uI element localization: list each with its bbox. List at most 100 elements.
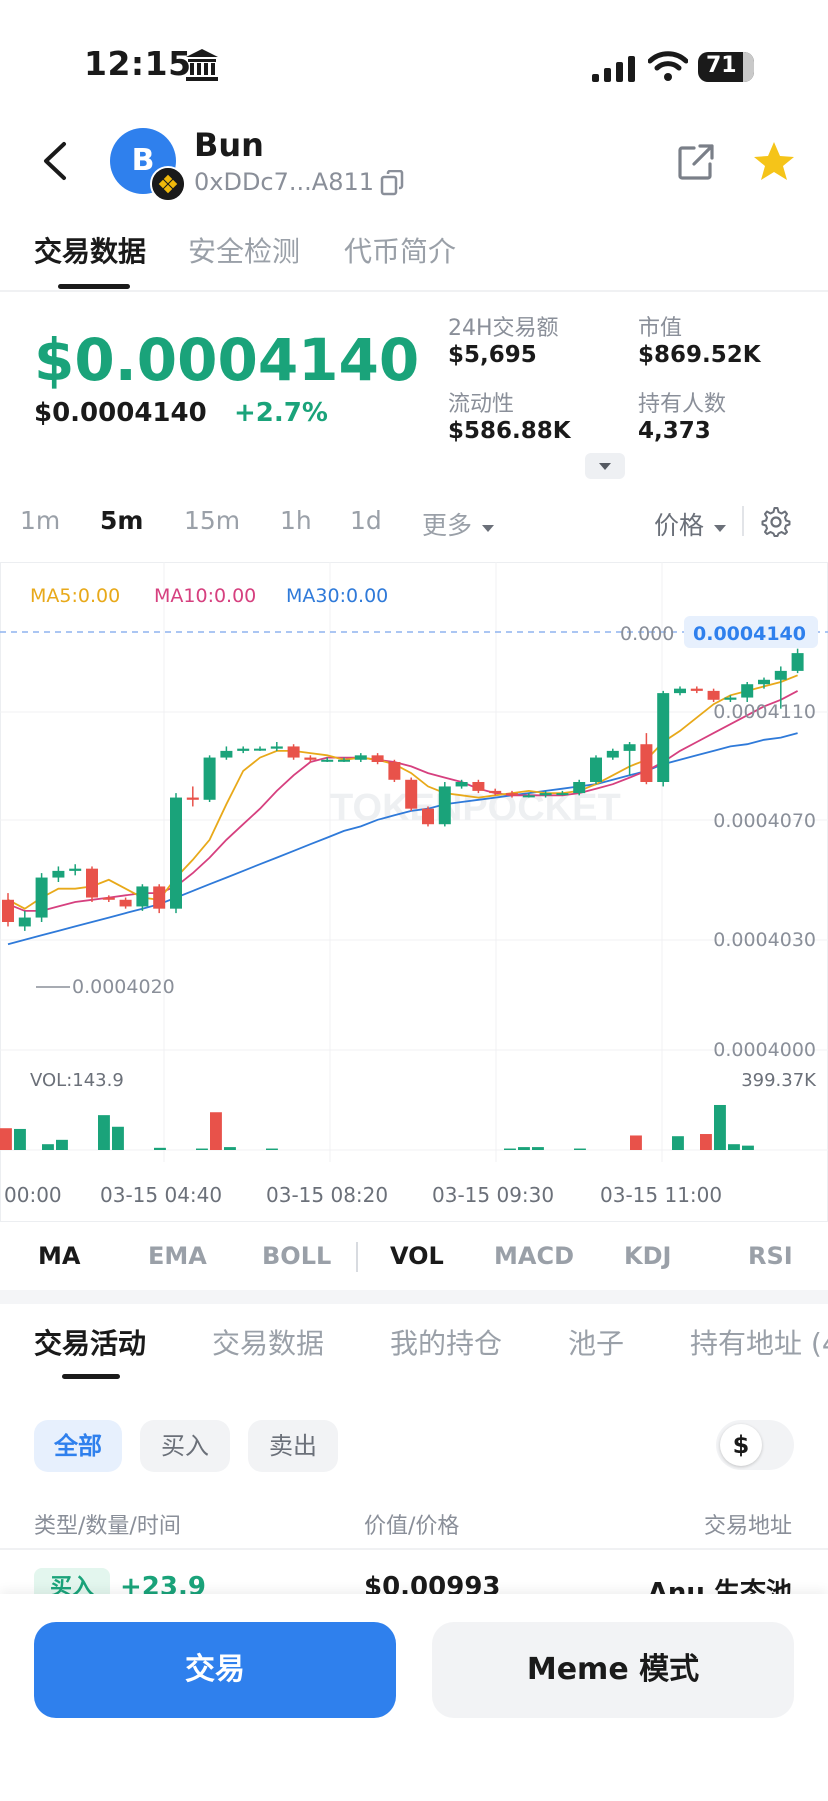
candle-body <box>758 679 770 685</box>
stat-value-volume: $5,695 <box>448 342 537 368</box>
stat-label-holders: 持有人数 <box>638 392 727 417</box>
tab-security-check[interactable]: 安全检测 <box>188 235 301 268</box>
volume-bar <box>42 1144 54 1150</box>
candle-body <box>153 886 166 909</box>
tab-pools[interactable]: 池子 <box>568 1327 625 1360</box>
volume-bar <box>14 1128 26 1150</box>
volume-bar <box>714 1104 726 1150</box>
candle-body <box>707 690 720 700</box>
indicator-boll[interactable]: BOLL <box>262 1242 332 1270</box>
candle-body <box>455 782 468 787</box>
current-price-tag-bg <box>684 616 818 648</box>
timeframe-1h[interactable]: 1h <box>280 506 312 535</box>
gear-icon[interactable] <box>760 506 792 538</box>
candle-body <box>136 886 149 907</box>
current-price-left-label: 0.000 <box>620 623 674 645</box>
stat-label-liquidity: 流动性 <box>448 392 515 417</box>
volume-label: VOL:143.9 <box>30 1070 124 1091</box>
volume-bar <box>504 1148 516 1150</box>
indicator-rsi[interactable]: RSI <box>748 1242 793 1270</box>
candle-body <box>220 750 233 758</box>
volume-bar <box>210 1112 222 1150</box>
candle-body <box>35 877 48 918</box>
volume-bar <box>112 1126 124 1150</box>
candle-body <box>237 748 250 751</box>
candle-body <box>304 757 317 760</box>
tab-my-holdings[interactable]: 我的持仓 <box>390 1327 503 1360</box>
stat-label-volume: 24H交易额 <box>448 316 559 341</box>
copy-icon[interactable] <box>380 170 404 196</box>
candle-body <box>2 899 14 922</box>
stat-value-liquidity: $586.88K <box>448 418 571 444</box>
indicator-kdj[interactable]: KDJ <box>624 1242 672 1270</box>
price-usd: $0.0004140 <box>34 398 207 428</box>
candle-body <box>522 795 535 798</box>
expand-stats-button[interactable] <box>585 453 625 479</box>
volume-bar <box>574 1148 586 1150</box>
divider <box>0 1548 828 1550</box>
candle-body <box>472 782 485 791</box>
candle-body <box>556 793 569 796</box>
current-price: $0.0004140 <box>34 326 420 394</box>
time-axis-tick: 03-15 09:30 <box>432 1183 554 1207</box>
timeframe-more[interactable]: 更多 <box>422 506 496 542</box>
token-address: 0xDDc7...A811 <box>194 168 375 196</box>
filter-all[interactable]: 全部 <box>34 1420 122 1472</box>
indicator-macd[interactable]: MACD <box>494 1242 574 1270</box>
caret-down-icon <box>599 463 611 470</box>
candle-body <box>186 797 199 800</box>
filter-sell[interactable]: 卖出 <box>248 1420 338 1472</box>
meme-mode-button[interactable]: Meme 模式 <box>432 1622 794 1718</box>
favorite-star-icon[interactable] <box>752 140 796 184</box>
price-type-label: 价格 <box>654 511 705 540</box>
timeframe-15m[interactable]: 15m <box>184 506 241 535</box>
share-icon[interactable] <box>676 142 716 182</box>
timeframe-1m[interactable]: 1m <box>20 506 61 535</box>
tab-trade-stats[interactable]: 交易数据 <box>212 1327 325 1360</box>
candle-body <box>371 755 384 762</box>
time-axis-tick: 03-15 11:00 <box>600 1183 722 1207</box>
tab-token-intro[interactable]: 代币简介 <box>344 235 457 268</box>
candle-body <box>270 746 283 749</box>
timeframe-5m[interactable]: 5m <box>100 506 144 535</box>
candle-body <box>338 759 350 762</box>
indicator-vol[interactable]: VOL <box>390 1242 444 1270</box>
trade-button[interactable]: 交易 <box>34 1622 396 1718</box>
tab-holder-addresses[interactable]: 持有地址 (4 <box>690 1327 828 1360</box>
timeframe-more-label: 更多 <box>422 511 473 540</box>
ma10-label: MA10:0.00 <box>154 585 256 607</box>
volume-max-label: 399.37K <box>741 1070 817 1091</box>
price-type-dropdown[interactable]: 价格 <box>654 506 728 542</box>
candle-body <box>674 688 686 694</box>
currency-toggle-knob: $ <box>720 1424 762 1466</box>
ma30-label: MA30:0.00 <box>286 585 388 607</box>
section-separator <box>0 1290 828 1304</box>
battery-level: 71 <box>706 53 737 78</box>
candle-body <box>119 899 132 907</box>
candle-body <box>405 779 418 809</box>
column-header-type: 类型/数量/时间 <box>34 1514 181 1539</box>
timeframe-1d[interactable]: 1d <box>350 506 382 535</box>
candle-body <box>690 688 703 691</box>
volume-bars <box>0 1104 754 1150</box>
filter-buy[interactable]: 买入 <box>140 1420 230 1472</box>
back-arrow-icon[interactable] <box>40 140 70 182</box>
stat-label-market-cap: 市值 <box>638 316 683 341</box>
currency-toggle[interactable]: $ <box>716 1420 794 1470</box>
indicator-ema[interactable]: EMA <box>148 1242 207 1270</box>
indicator-ma[interactable]: MA <box>38 1242 81 1270</box>
candlestick-chart[interactable]: TOKENPOCKET 0.000 0.0004140 MA5:0.00 MA1… <box>0 562 828 1222</box>
tab-trade-activity[interactable]: 交易活动 <box>34 1327 147 1360</box>
candle-body <box>102 897 115 900</box>
candle-body <box>657 693 670 782</box>
candle-body <box>724 697 737 700</box>
volume-bar <box>672 1136 684 1150</box>
candle-body <box>573 782 586 794</box>
candle-body <box>254 748 266 751</box>
price-axis-tick: 0.0004110 <box>713 701 816 723</box>
caret-down-icon <box>713 525 726 532</box>
volume-bar <box>532 1147 544 1150</box>
volume-bar <box>630 1135 642 1150</box>
candle-body <box>506 793 518 796</box>
tab-trade-data[interactable]: 交易数据 <box>34 235 147 268</box>
